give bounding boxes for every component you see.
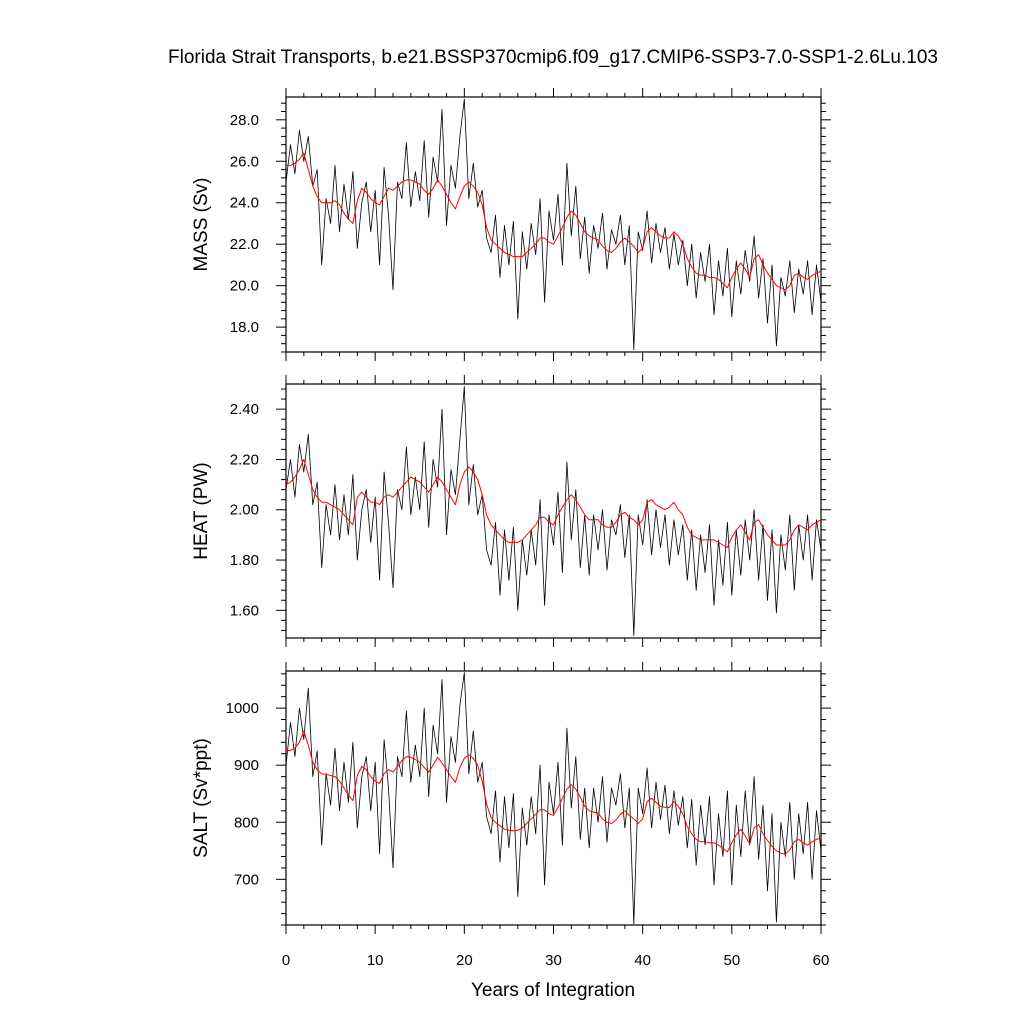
annual-mean-series-line <box>285 458 822 548</box>
plot-frame <box>285 670 822 926</box>
monthly-series-line <box>285 672 822 925</box>
x-tick-label: 10 <box>367 952 384 969</box>
monthly-series-line <box>285 98 822 351</box>
panels-group: 18.0 20.0 22.0 24.0 26.0 28.0 MASS (Sv) 1.60 1.8… <box>191 88 831 969</box>
x-tick-label: 40 <box>634 952 651 969</box>
y-axis-label: SALT (Sv*ppt) <box>191 738 212 858</box>
y-tick-label: 28.0 <box>230 112 259 129</box>
panel-2: 1.60 1.80 2.00 2.20 2.40 HEAT (PW) <box>191 375 831 647</box>
annual-mean-series-line <box>285 730 822 855</box>
y-tick-label: 1000 <box>226 700 259 717</box>
chart-title: Florida Strait Transports, b.e21.BSSP370… <box>168 47 938 68</box>
y-axis-label: MASS (Sv) <box>191 178 212 272</box>
y-tick-label: 22.0 <box>230 236 259 253</box>
y-tick-label: 1.60 <box>230 602 259 619</box>
y-tick-label: 20.0 <box>230 278 259 295</box>
y-tick-label: 2.40 <box>230 401 259 418</box>
plot-frame <box>285 96 822 353</box>
panel-1: 18.0 20.0 22.0 24.0 26.0 28.0 MASS (Sv) <box>191 88 831 361</box>
x-tick-label: 30 <box>545 952 562 969</box>
y-tick-label: 1.80 <box>230 552 259 569</box>
y-tick-label: 18.0 <box>230 319 259 336</box>
x-tick-label: 0 <box>282 952 290 969</box>
y-tick-label: 24.0 <box>230 195 259 212</box>
y-tick-label: 800 <box>234 814 259 831</box>
annual-mean-series-line <box>286 152 822 291</box>
monthly-series-line <box>285 386 822 636</box>
x-tick-label: 20 <box>456 952 473 969</box>
y-tick-label: 26.0 <box>230 153 259 170</box>
y-tick-label: 2.00 <box>230 502 259 519</box>
x-axis-label: Years of Integration <box>471 980 635 1001</box>
y-axis-label: HEAT (PW) <box>191 462 212 559</box>
y-tick-label: 700 <box>234 871 259 888</box>
x-tick-label: 50 <box>723 952 740 969</box>
y-tick-label: 900 <box>234 757 259 774</box>
plot-frame <box>285 383 822 639</box>
y-tick-label: 2.20 <box>230 451 259 468</box>
x-tick-label: 60 <box>813 952 830 969</box>
panel-3: 700 800 900 1000 SALT (Sv*ppt) <box>191 662 831 934</box>
